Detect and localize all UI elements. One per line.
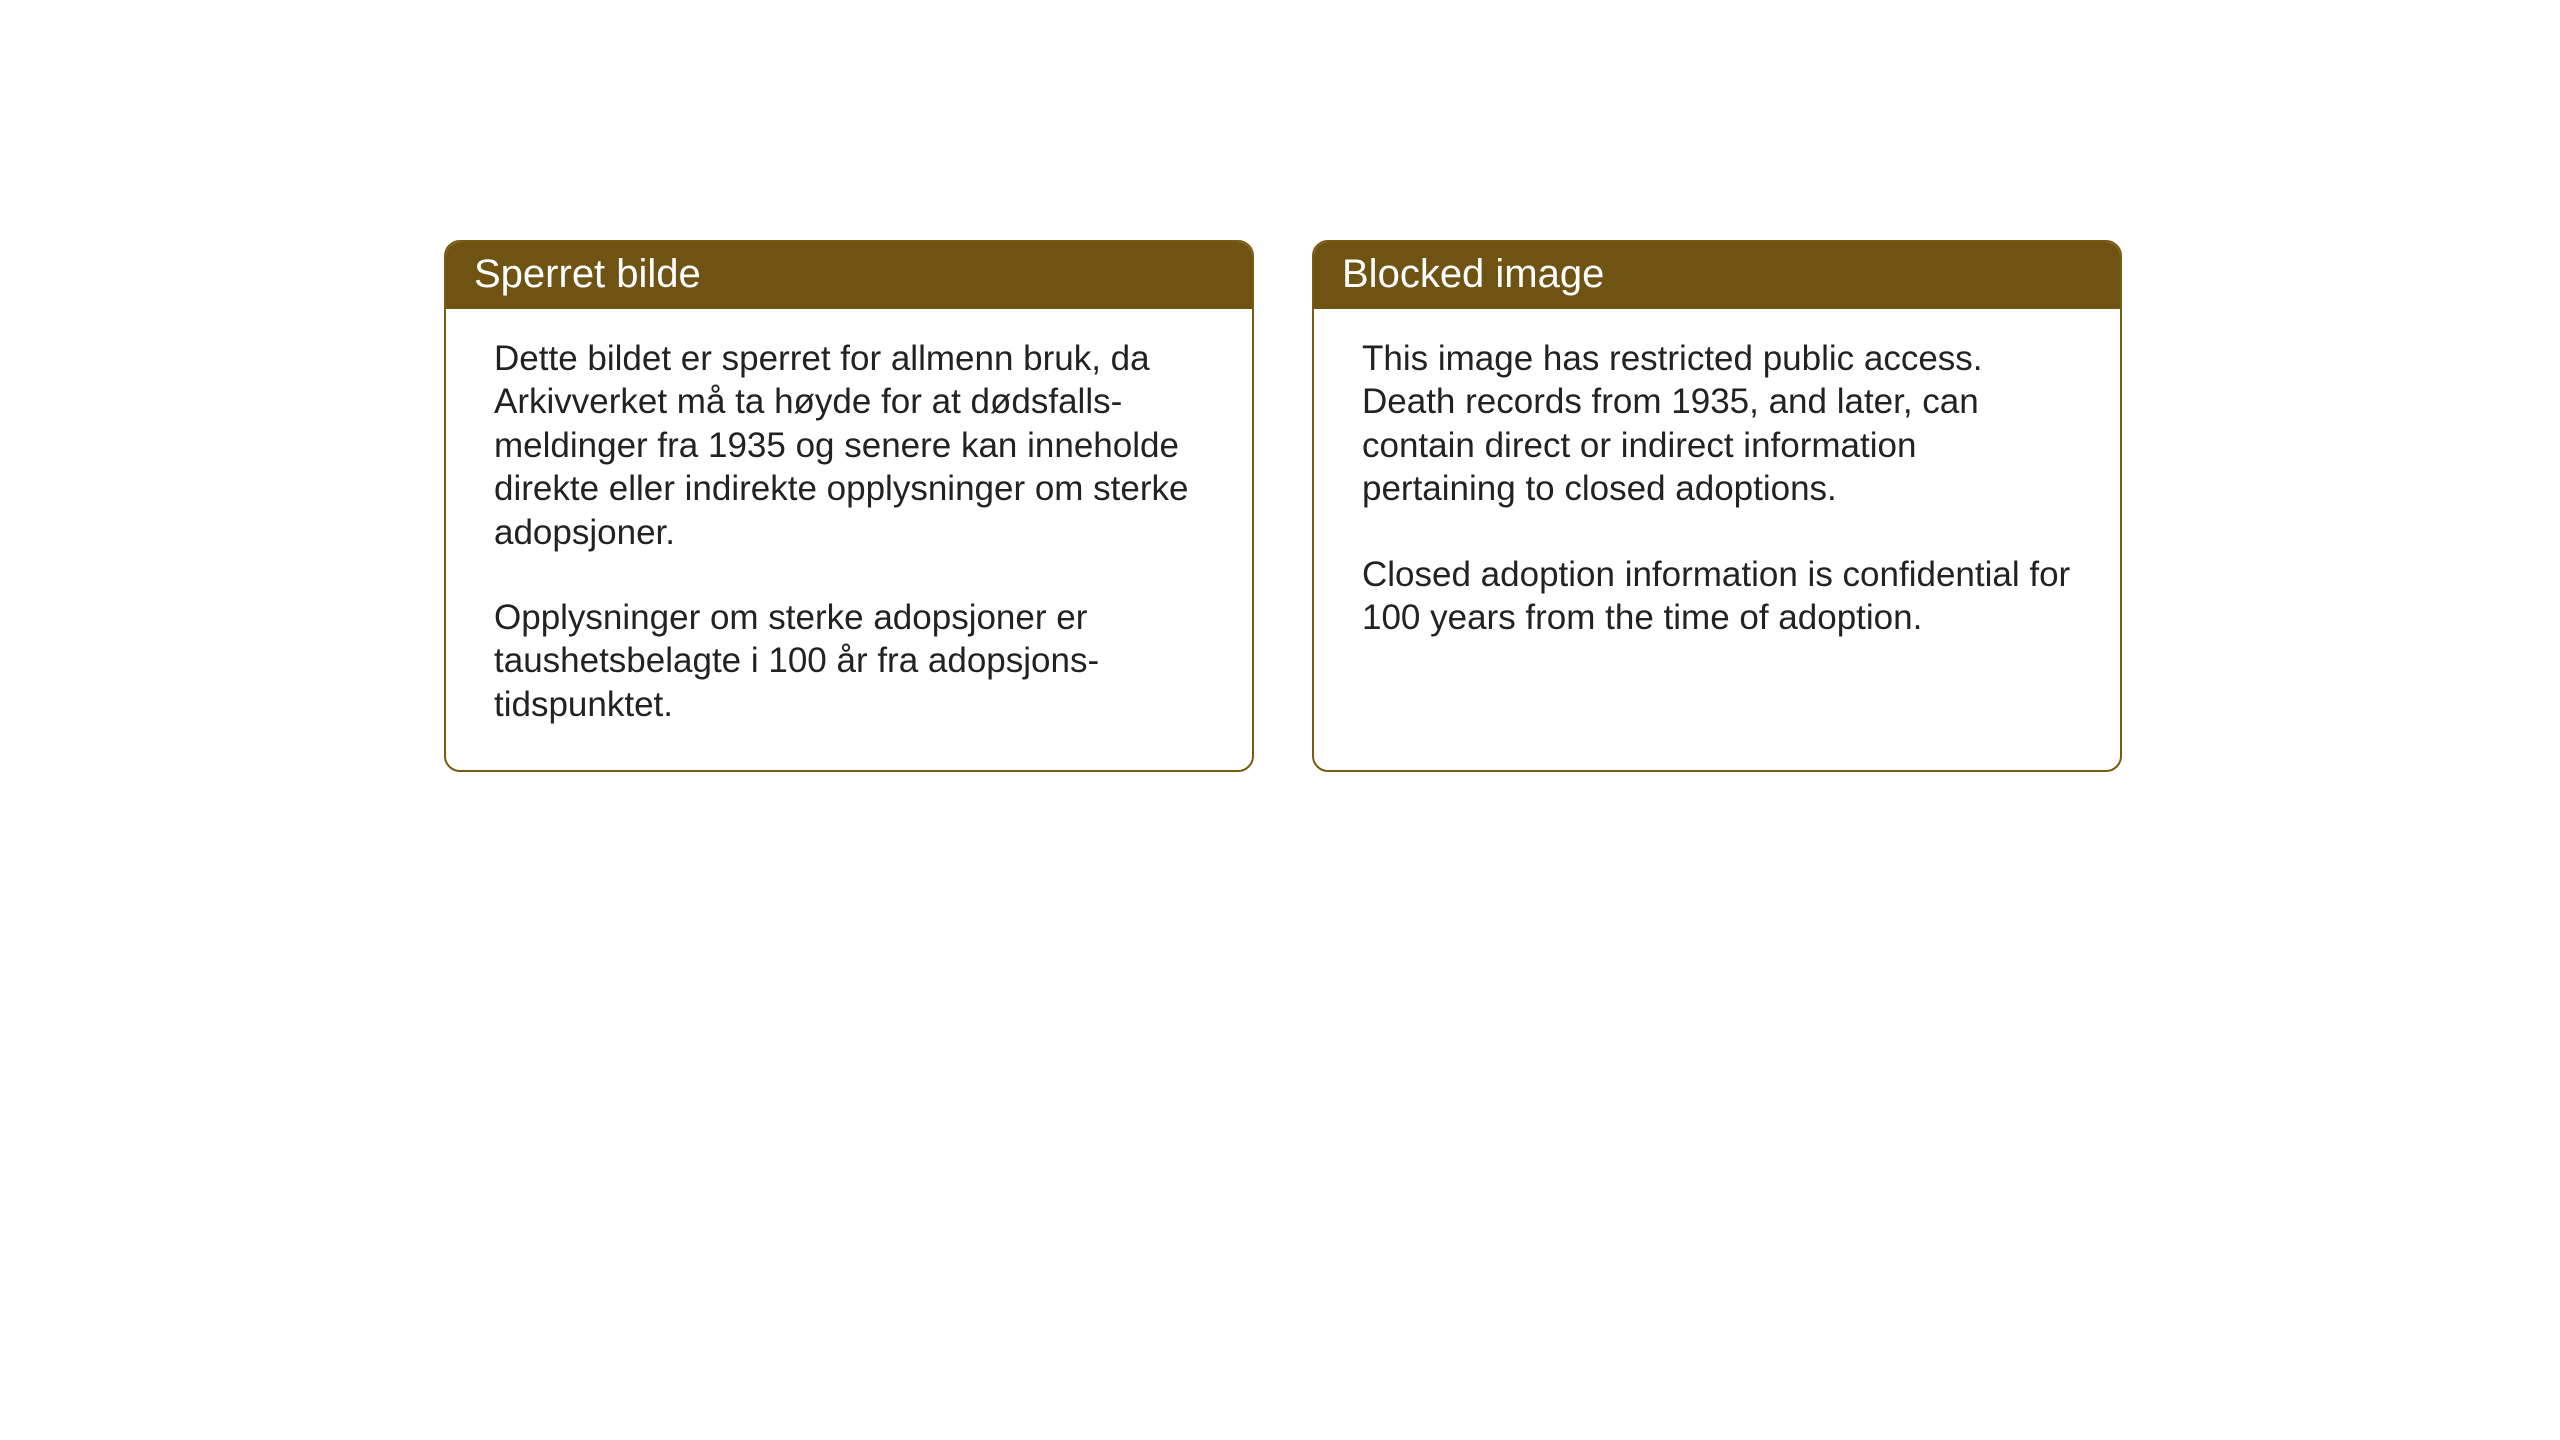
card-paragraph-english-1: This image has restricted public access.…: [1362, 337, 2072, 511]
notice-container: Sperret bilde Dette bildet er sperret fo…: [444, 240, 2122, 772]
card-title-norwegian: Sperret bilde: [474, 252, 701, 296]
notice-card-english: Blocked image This image has restricted …: [1312, 240, 2122, 772]
notice-card-norwegian: Sperret bilde Dette bildet er sperret fo…: [444, 240, 1254, 772]
card-body-english: This image has restricted public access.…: [1314, 309, 2120, 683]
card-body-norwegian: Dette bildet er sperret for allmenn bruk…: [446, 309, 1252, 770]
card-paragraph-norwegian-1: Dette bildet er sperret for allmenn bruk…: [494, 337, 1204, 554]
card-paragraph-norwegian-2: Opplysninger om sterke adopsjoner er tau…: [494, 596, 1204, 726]
card-paragraph-english-2: Closed adoption information is confident…: [1362, 553, 2072, 640]
card-header-english: Blocked image: [1314, 242, 2120, 309]
card-title-english: Blocked image: [1342, 252, 1604, 296]
card-header-norwegian: Sperret bilde: [446, 242, 1252, 309]
